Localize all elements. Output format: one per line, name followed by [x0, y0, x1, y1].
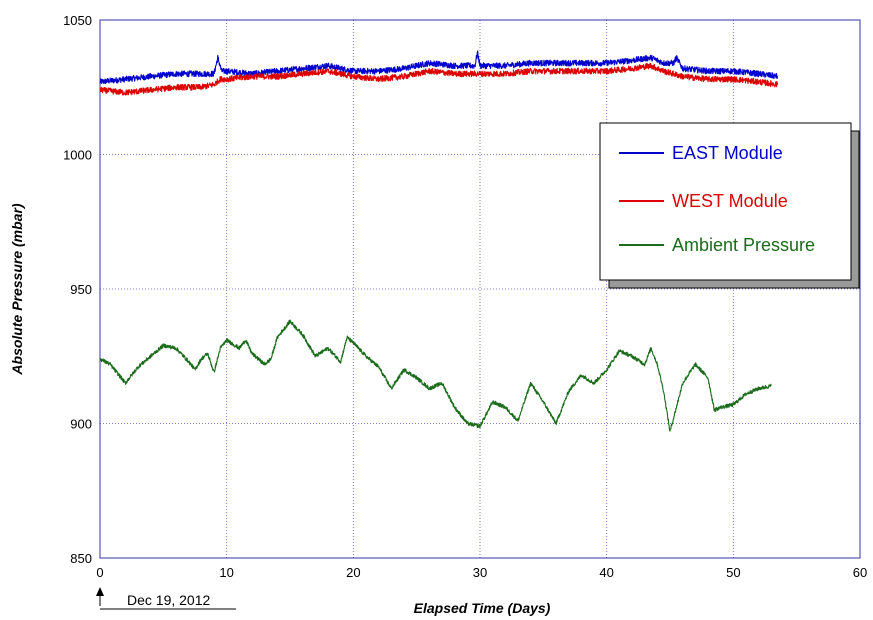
legend-label: WEST Module: [672, 191, 788, 211]
x-axis-title: Elapsed Time (Days): [414, 600, 551, 616]
legend: EAST Module WEST Module Ambient Pressure: [619, 143, 815, 255]
start-date-annotation: Dec 19, 2012: [96, 587, 236, 610]
y-tick-label: 950: [70, 282, 92, 297]
axis-ticks: 0 10 20 30 40 50 60 850 900 950 1000 1050: [63, 13, 867, 580]
series-layer: [99, 50, 779, 432]
series-line-ambient-pressure: [99, 319, 772, 432]
y-tick-label: 850: [70, 551, 92, 566]
series-line-west-module: [99, 63, 779, 96]
x-tick-label: 40: [599, 565, 613, 580]
y-tick-label: 900: [70, 417, 92, 432]
legend-label: EAST Module: [672, 143, 783, 163]
x-tick-label: 0: [96, 565, 103, 580]
plot-frame: [99, 19, 861, 559]
annotation-arrowhead: [96, 587, 104, 596]
x-tick-label: 20: [346, 565, 360, 580]
x-tick-label: 30: [473, 565, 487, 580]
annotation-text: Dec 19, 2012: [127, 592, 210, 608]
y-axis-title: Absolute Pressure (mbar): [9, 203, 25, 375]
y-tick-label: 1050: [63, 13, 92, 28]
series-line-east-module: [99, 50, 779, 85]
legend-label: Ambient Pressure: [672, 235, 815, 255]
x-tick-label: 10: [219, 565, 233, 580]
x-tick-label: 50: [726, 565, 740, 580]
x-tick-label: 60: [853, 565, 867, 580]
y-tick-label: 1000: [63, 148, 92, 163]
